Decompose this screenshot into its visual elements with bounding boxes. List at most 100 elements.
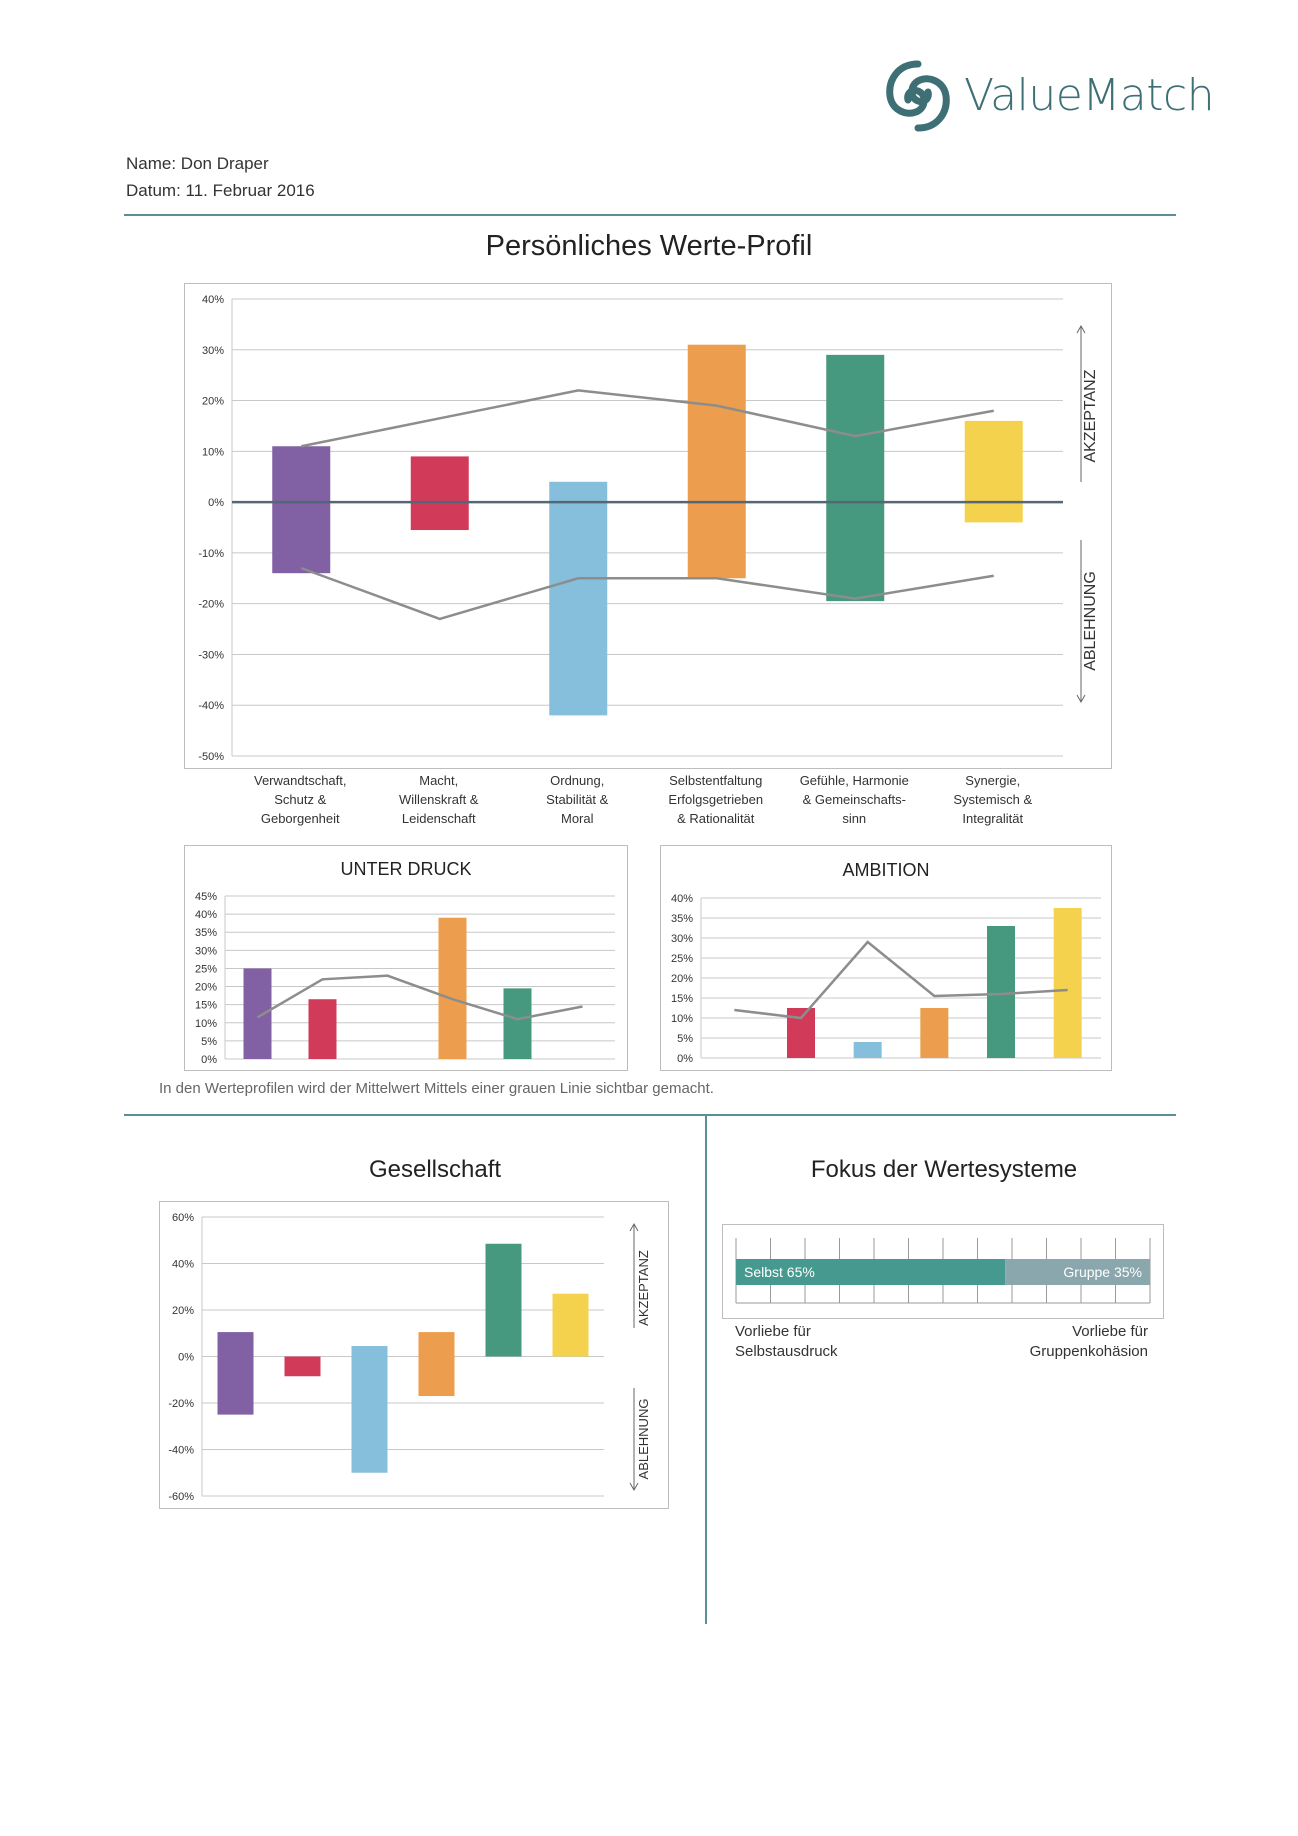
- y-tick-label: 35%: [195, 927, 217, 939]
- ambition-chart: 40% 35% 30% 25% 20% 15% 10% 5% 0%: [671, 893, 1101, 1065]
- gesellschaft-chart: 60% 40% 20% 0% -20% -40% -60% AKZEPTANZ ABLEHNUN…: [168, 1212, 651, 1503]
- brand-name: ValueMatch: [964, 70, 1215, 121]
- bar-akzeptanz: [351, 1346, 388, 1357]
- bar-ablehnung: [964, 502, 1023, 523]
- fokus-gruppe-label: Gruppe 35%: [1063, 1264, 1142, 1280]
- unter-druck-title: UNTER DRUCK: [340, 859, 472, 879]
- bar-ablehnung: [418, 1356, 455, 1397]
- valuematch-logo: ValueMatch: [880, 56, 1215, 136]
- bar-wert: [853, 1042, 882, 1058]
- y-tick-label: 40%: [195, 909, 217, 921]
- bar-akzeptanz: [552, 1293, 589, 1357]
- y-tick-label: 30%: [202, 345, 224, 357]
- y-tick-label: 25%: [195, 963, 217, 975]
- fokus-bar-selbst: [736, 1259, 1006, 1285]
- bar-akzeptanz: [964, 420, 1023, 503]
- bar-wert: [308, 999, 337, 1059]
- bar-akzeptanz: [485, 1243, 522, 1357]
- akzeptanz-label: AKZEPTANZ: [1082, 369, 1099, 462]
- main-chart-panel: 40% 30% 20% 10% 0% -10% -20% -30% -40% -50% AKZEPT…: [184, 283, 1112, 769]
- y-tick-label: -20%: [198, 599, 224, 611]
- y-tick-label: 20%: [671, 973, 693, 985]
- main-chart-title: Persönliches Werte-Profil: [485, 230, 813, 262]
- ablehnung-arrowhead: [1076, 694, 1086, 704]
- fokus-left-caption-line1: Vorliebe für: [735, 1323, 811, 1340]
- bar-ablehnung: [549, 502, 608, 716]
- y-tick-label: 30%: [195, 945, 217, 957]
- akzeptanz-label: AKZEPTANZ: [636, 1250, 651, 1326]
- valuematch-swirl-icon: [886, 60, 950, 132]
- y-tick-label: 20%: [195, 982, 217, 994]
- y-tick-label: -40%: [198, 700, 224, 712]
- category-label: Gefühle, Harmonie & Gemeinschafts- sinn: [799, 773, 909, 826]
- category-label: Synergie, Systemisch & Integralität: [953, 773, 1033, 826]
- mean-line-mittelwert-akzeptanz: [301, 389, 994, 448]
- category-label: Verwandtschaft, Schutz & Geborgenheit: [254, 773, 347, 826]
- y-tick-label: 10%: [195, 1018, 217, 1030]
- fokus-right-caption: Vorliebe für Gruppenkohäsion: [1030, 1322, 1148, 1362]
- y-tick-label: 45%: [195, 891, 217, 903]
- y-tick-label: 40%: [671, 893, 693, 905]
- fokus-panel: Selbst 65% Gruppe 35%: [722, 1224, 1164, 1319]
- bar-akzeptanz: [217, 1332, 254, 1357]
- y-tick-label: -40%: [168, 1445, 194, 1457]
- fokus-selbst-label: Selbst 65%: [744, 1264, 815, 1280]
- gesellschaft-title: Gesellschaft: [368, 1156, 502, 1183]
- unter-druck-chart: 45% 40% 35% 30% 25% 20% 15% 10% 5% 0%: [195, 891, 615, 1066]
- y-tick-label: 30%: [671, 933, 693, 945]
- y-tick-label: -30%: [198, 649, 224, 661]
- bar-akzeptanz: [549, 481, 608, 503]
- divider-top: [124, 214, 1176, 216]
- y-tick-label: 15%: [671, 993, 693, 1005]
- ablehnung-label: ABLEHNUNG: [636, 1399, 651, 1480]
- fokus-left-caption-line2: Selbstausdruck: [735, 1343, 838, 1360]
- y-tick-label: 10%: [671, 1013, 693, 1025]
- bar-wert: [438, 917, 467, 1059]
- y-tick-label: 60%: [172, 1212, 194, 1224]
- ablehnung-label: ABLEHNUNG: [1082, 571, 1099, 671]
- ambition-title: AMBITION: [842, 860, 930, 880]
- y-tick-label: 0%: [201, 1054, 217, 1066]
- mean-line-mittelwert-ablehnung: [300, 566, 994, 621]
- y-tick-label: 20%: [172, 1305, 194, 1317]
- bar-wert: [920, 1008, 949, 1058]
- fokus-chart: Selbst 65% Gruppe 35%: [735, 1238, 1151, 1304]
- y-tick-label: 40%: [202, 294, 224, 306]
- bar-ablehnung: [272, 502, 331, 574]
- y-tick-label: 0%: [178, 1352, 194, 1364]
- fokus-right-caption-line2: Gruppenkohäsion: [1029, 1343, 1148, 1360]
- bar-wert: [987, 926, 1015, 1058]
- bar-wert: [787, 1008, 815, 1058]
- bar-akzeptanz: [418, 1332, 455, 1357]
- y-tick-label: 0%: [677, 1053, 693, 1065]
- bar-ablehnung: [217, 1356, 254, 1415]
- y-tick-label: 0%: [208, 497, 224, 509]
- y-tick-label: 5%: [677, 1033, 693, 1045]
- name-line: Name: Don Draper: [126, 154, 269, 173]
- date-line: Datum: 11. Februar 2016: [126, 181, 315, 200]
- category-label: Selbstentfaltung Erfolgsgetrieben & Rati…: [668, 773, 764, 826]
- y-tick-label: 25%: [671, 953, 693, 965]
- y-tick-label: -10%: [198, 548, 224, 560]
- fokus-right-caption-line1: Vorliebe für: [1072, 1323, 1148, 1340]
- divider-vertical: [705, 1116, 707, 1624]
- fokus-left-caption: Vorliebe für Selbstausdruck: [735, 1322, 838, 1362]
- ambition-panel: AMBITION 40% 35% 30% 25% 20% 15% 10% 5% 0%: [660, 845, 1112, 1071]
- akzeptanz-arrowhead: [629, 1222, 639, 1232]
- y-tick-label: -50%: [198, 751, 224, 763]
- mean-line-mittelwert: [256, 974, 583, 1021]
- bar-akzeptanz: [410, 456, 469, 503]
- bar-wert: [243, 968, 272, 1059]
- category-label: Ordnung, Stabilität & Moral: [546, 773, 609, 826]
- y-tick-label: 15%: [195, 1000, 217, 1012]
- y-tick-label: 10%: [202, 446, 224, 458]
- gesellschaft-panel: 60% 40% 20% 0% -20% -40% -60% AKZEPTANZ ABLEHNUN…: [159, 1201, 669, 1509]
- bar-akzeptanz: [272, 446, 331, 503]
- fokus-title: Fokus der Wertesysteme: [810, 1156, 1078, 1183]
- y-tick-label: -20%: [168, 1398, 194, 1410]
- y-tick-label: 5%: [201, 1036, 217, 1048]
- mean-line-note: In den Werteprofilen wird der Mittelwert…: [159, 1080, 714, 1097]
- bar-akzeptanz: [687, 344, 746, 503]
- akzeptanz-arrowhead: [1076, 324, 1086, 334]
- mean-line-mittelwert: [734, 940, 1068, 1020]
